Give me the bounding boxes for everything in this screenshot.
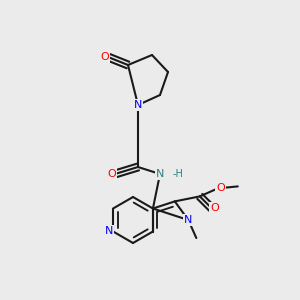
- Text: N: N: [134, 100, 142, 110]
- Text: O: O: [100, 52, 109, 62]
- Text: -H: -H: [173, 169, 184, 179]
- Text: O: O: [216, 183, 225, 194]
- Text: O: O: [210, 203, 219, 213]
- Text: N: N: [184, 215, 193, 225]
- Text: N: N: [105, 226, 113, 236]
- Text: N: N: [156, 169, 164, 179]
- Text: O: O: [108, 169, 116, 179]
